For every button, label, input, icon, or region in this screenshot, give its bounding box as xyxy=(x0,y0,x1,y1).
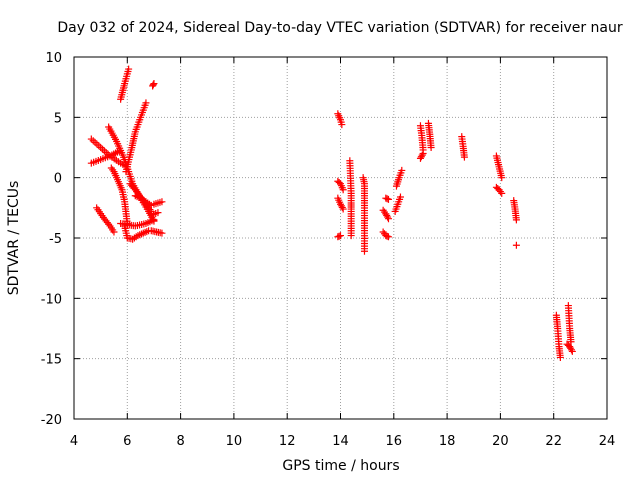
chart-title: Day 032 of 2024, Sidereal Day-to-day VTE… xyxy=(57,20,623,36)
data-point xyxy=(396,193,404,201)
x-tick-label: 20 xyxy=(492,434,509,449)
data-point xyxy=(384,195,392,203)
data-point xyxy=(158,198,166,206)
data-point xyxy=(417,153,425,161)
y-tick-label: 5 xyxy=(54,111,62,126)
data-point xyxy=(383,195,391,203)
data-point xyxy=(512,241,520,249)
data-point xyxy=(150,80,158,88)
data-point xyxy=(498,174,506,182)
axis-ticks xyxy=(73,56,608,420)
data-point xyxy=(337,232,344,240)
data-point xyxy=(498,189,506,197)
x-tick-label: 14 xyxy=(332,434,349,449)
data-point xyxy=(339,186,347,194)
data-point xyxy=(427,144,435,151)
data-point xyxy=(383,232,391,240)
data-point xyxy=(105,220,113,228)
data-point xyxy=(158,229,166,237)
x-tick-label: 24 xyxy=(599,434,616,449)
x-tick-label: 10 xyxy=(226,434,243,449)
x-tick-label: 6 xyxy=(123,434,131,449)
data-point xyxy=(335,232,343,240)
y-tick-label: -5 xyxy=(49,232,62,247)
data-point xyxy=(338,121,346,129)
data-point xyxy=(338,203,346,211)
data-point xyxy=(567,346,575,354)
data-point xyxy=(418,151,426,159)
data-point xyxy=(384,215,392,223)
data-point xyxy=(149,81,157,89)
y-tick-label: -10 xyxy=(41,292,62,307)
data-point xyxy=(419,150,427,158)
data-point xyxy=(125,65,133,73)
data-points xyxy=(87,65,576,361)
data-point xyxy=(110,228,118,236)
tick-labels: 4 6 8 10 12 14 16 18 20 22 24 -20 -15 -10 -5 0 5 10 xyxy=(41,51,616,449)
x-tick-label: 4 xyxy=(70,434,78,449)
data-point xyxy=(512,216,520,224)
x-tick-label: 8 xyxy=(176,434,184,449)
y-axis-label: SDTVAR / TECUs xyxy=(6,181,22,296)
x-tick-label: 18 xyxy=(439,434,456,449)
data-point xyxy=(567,338,575,346)
data-point xyxy=(460,153,468,161)
data-point xyxy=(384,213,392,221)
data-point xyxy=(556,353,564,361)
data-point xyxy=(142,99,150,107)
y-tick-label: 10 xyxy=(45,51,62,66)
y-tick-label: -15 xyxy=(41,353,62,368)
data-point xyxy=(347,232,355,240)
data-point xyxy=(398,166,406,174)
data-point xyxy=(568,347,576,355)
data-point xyxy=(339,205,347,213)
data-point xyxy=(360,247,368,255)
y-tick-label: -20 xyxy=(41,413,62,428)
x-tick-label: 12 xyxy=(279,434,296,449)
x-tick-label: 22 xyxy=(545,434,562,449)
x-axis-label: GPS time / hours xyxy=(282,458,399,474)
x-tick-label: 16 xyxy=(386,434,403,449)
y-tick-label: 0 xyxy=(54,172,62,187)
data-point xyxy=(384,233,392,241)
data-point xyxy=(154,209,162,217)
